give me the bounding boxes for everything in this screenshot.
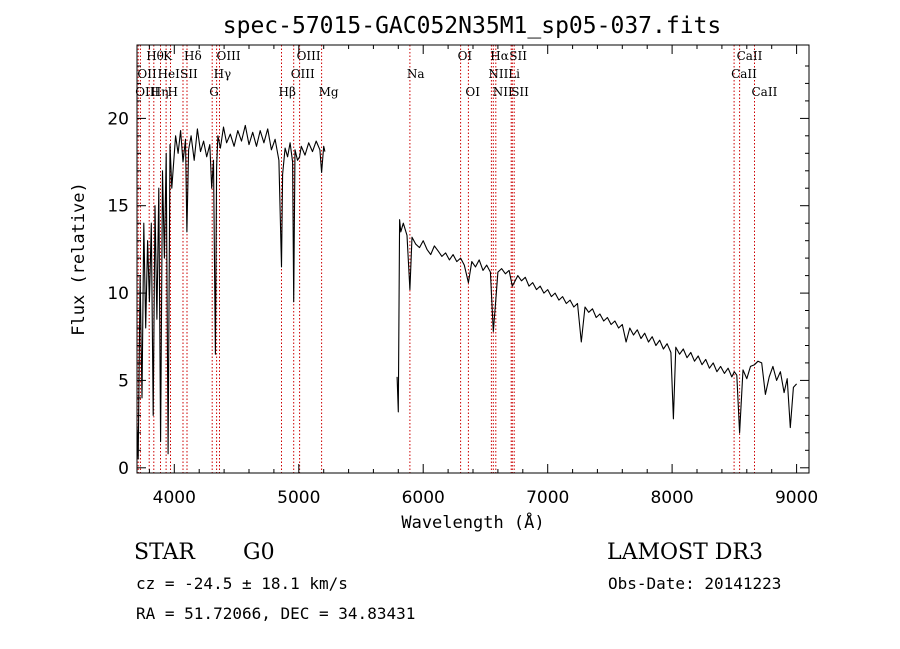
plot-frame: [136, 44, 810, 474]
coordinates: RA = 51.72066, DEC = 34.83431: [136, 604, 416, 623]
spectral-line-label: Hγ: [214, 67, 232, 81]
spectral-line-label: Hθ: [146, 49, 164, 63]
y-tick-label: 20: [107, 109, 129, 129]
spectral-line-label: Hβ: [279, 85, 296, 99]
y-axis-ticks: 0 5 10 15 20: [107, 65, 809, 479]
spectral-line-label: OII: [137, 67, 157, 81]
spectral-line-label: H: [168, 85, 178, 99]
x-tick-label: 4000: [153, 488, 196, 508]
object-class: STAR: [134, 540, 195, 565]
x-tick-label: 5000: [277, 488, 320, 508]
spectral-line-label: Mg: [319, 85, 339, 99]
spectral-line-label: SII: [180, 67, 198, 81]
spectrum-line: [136, 124, 326, 460]
spectral-line-label: G: [209, 85, 219, 99]
x-axis-label: Wavelength (Å): [401, 511, 544, 533]
spectral-line-label: Hη: [151, 85, 169, 99]
spectral-line-label: CaII: [731, 67, 757, 81]
spectral-line-label: OIII: [217, 49, 241, 63]
spectral-line-label: NII: [493, 85, 513, 99]
y-tick-label: 0: [118, 459, 129, 479]
spectral-line-label: SII: [511, 85, 529, 99]
spectral-line-label: OIII: [291, 67, 315, 81]
observation-date: Obs-Date: 20141223: [608, 574, 782, 593]
y-axis-label: Flux (relative): [69, 182, 89, 336]
x-tick-label: 8000: [650, 488, 693, 508]
redshift-value: cz = -24.5 ± 18.1 km/s: [136, 574, 348, 593]
spectral-line-label: HeI: [158, 67, 181, 81]
spectral-line-label: K: [163, 49, 173, 63]
spectral-line-label: OI: [458, 49, 473, 63]
spectral-line-label: CaII: [752, 85, 778, 99]
spectral-line-label: OIII: [135, 85, 159, 99]
spectral-line-label: Li: [508, 67, 520, 81]
spectral-line-label: Hδ: [184, 49, 202, 63]
object-subclass: G0: [243, 540, 275, 565]
spectral-line-label: OI: [465, 85, 480, 99]
survey-name: LAMOST DR3: [607, 540, 763, 565]
x-axis-ticks: 4000 5000 6000 7000 8000 9000: [148, 45, 818, 508]
spectrum-series: [136, 124, 798, 460]
spectral-line-label: Hα: [490, 49, 509, 63]
x-tick-label: 7000: [526, 488, 569, 508]
spectral-line-label: Na: [407, 67, 425, 81]
chart-title: spec-57015-GAC052N35M1_sp05-037.fits: [223, 13, 722, 39]
spectral-line-label: NII: [488, 67, 508, 81]
spectral-line-label: OIII: [297, 49, 321, 63]
x-tick-label: 6000: [402, 488, 445, 508]
y-tick-label: 15: [107, 197, 129, 217]
y-tick-label: 10: [107, 284, 129, 304]
spectral-line-labels: OIIHθOIIIHηHeIKHSIIHδGHγOIIIHβOIIIOIIIMg…: [135, 49, 777, 99]
x-tick-label: 9000: [775, 488, 818, 508]
spectrum-line: [396, 219, 798, 434]
y-tick-label: 5: [118, 371, 129, 391]
spectral-line-markers: [137, 45, 755, 473]
spectral-line-label: CaII: [737, 49, 763, 63]
spectral-line-label: SII: [509, 49, 527, 63]
